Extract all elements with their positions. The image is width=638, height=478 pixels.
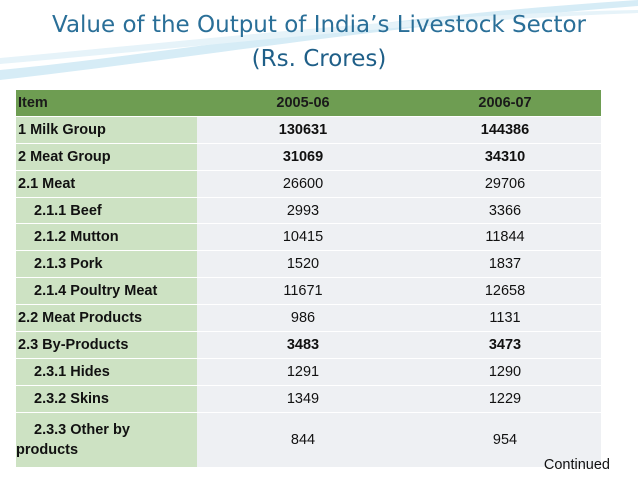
- row-value-2006-07: 1131: [409, 304, 601, 333]
- table-row: 2.3.2 Skins 1349 1229: [16, 385, 601, 413]
- table-row: 2.3 By-Products 3483 3473: [16, 331, 601, 359]
- row-item: 2.1.1 Beef: [16, 197, 197, 225]
- row-value-2005-06: 11671: [197, 277, 409, 306]
- row-item-line-1: 2.3.3 Other by: [34, 421, 130, 438]
- row-value-2006-07: 1290: [409, 358, 601, 386]
- row-value-2006-07: 1229: [409, 385, 601, 413]
- row-item: 2.1 Meat: [16, 170, 197, 198]
- table-row: 2.1.1 Beef 2993 3366: [16, 197, 601, 225]
- row-value-2005-06: 26600: [197, 170, 409, 198]
- row-value-2005-06: 844: [197, 412, 409, 468]
- row-value-2005-06: 3483: [197, 331, 409, 359]
- table-row: 2.3.1 Hides 1291 1290: [16, 358, 601, 386]
- table-row: 2.1 Meat 26600 29706: [16, 170, 601, 198]
- row-value-2005-06: 1291: [197, 358, 409, 386]
- title-line-1: Value of the Output of India’s Livestock…: [52, 12, 586, 38]
- row-item: 2.2 Meat Products: [16, 304, 197, 333]
- table-row: 2.3.3 Other by products 844 954: [16, 412, 601, 468]
- header-item: Item: [16, 90, 197, 117]
- title-line-2: (Rs. Crores): [251, 46, 387, 72]
- row-value-2006-07: 11844: [409, 223, 601, 252]
- row-value-2005-06: 10415: [197, 223, 409, 252]
- row-value-2005-06: 130631: [197, 116, 409, 144]
- row-item: 2 Meat Group: [16, 143, 197, 171]
- table-row: 1 Milk Group 130631 144386: [16, 116, 601, 144]
- table-row: 2.1.2 Mutton 10415 11844: [16, 223, 601, 252]
- row-value-2006-07: 29706: [409, 170, 601, 198]
- livestock-output-table: Item 2005-06 2006-07 1 Milk Group 130631…: [16, 90, 601, 468]
- table-row: 2.1.3 Pork 1520 1837: [16, 250, 601, 279]
- row-item-line-2: products: [16, 441, 79, 458]
- row-item: 1 Milk Group: [16, 116, 197, 144]
- table-row: 2 Meat Group 31069 34310: [16, 143, 601, 171]
- table-row: 2.1.4 Poultry Meat 11671 12658: [16, 277, 601, 306]
- row-value-2006-07: 3366: [409, 197, 601, 225]
- row-value-2006-07: 1837: [409, 250, 601, 279]
- row-item: 2.3.3 Other by products: [16, 412, 197, 468]
- row-value-2006-07: 34310: [409, 143, 601, 171]
- row-value-2006-07: 3473: [409, 331, 601, 359]
- row-value-2005-06: 2993: [197, 197, 409, 225]
- row-item: 2.3.1 Hides: [16, 358, 197, 386]
- row-item: 2.3 By-Products: [16, 331, 197, 359]
- row-item: 2.1.4 Poultry Meat: [16, 277, 197, 306]
- row-value-2006-07: 144386: [409, 116, 601, 144]
- row-value-2006-07: 12658: [409, 277, 601, 306]
- row-value-2005-06: 31069: [197, 143, 409, 171]
- row-item: 2.1.3 Pork: [16, 250, 197, 279]
- row-item: 2.1.2 Mutton: [16, 223, 197, 252]
- row-value-2005-06: 1520: [197, 250, 409, 279]
- continued-note: Continued: [543, 457, 610, 473]
- table-row: 2.2 Meat Products 986 1131: [16, 304, 601, 333]
- row-value-2005-06: 986: [197, 304, 409, 333]
- header-2006-07: 2006-07: [409, 90, 601, 117]
- table-header-row: Item 2005-06 2006-07: [16, 90, 601, 117]
- header-2005-06: 2005-06: [197, 90, 409, 117]
- slide-title: Value of the Output of India’s Livestock…: [0, 8, 638, 76]
- decorative-swoosh: [0, 0, 638, 80]
- row-value-2005-06: 1349: [197, 385, 409, 413]
- row-item: 2.3.2 Skins: [16, 385, 197, 413]
- row-value-2006-07: 954: [409, 412, 601, 468]
